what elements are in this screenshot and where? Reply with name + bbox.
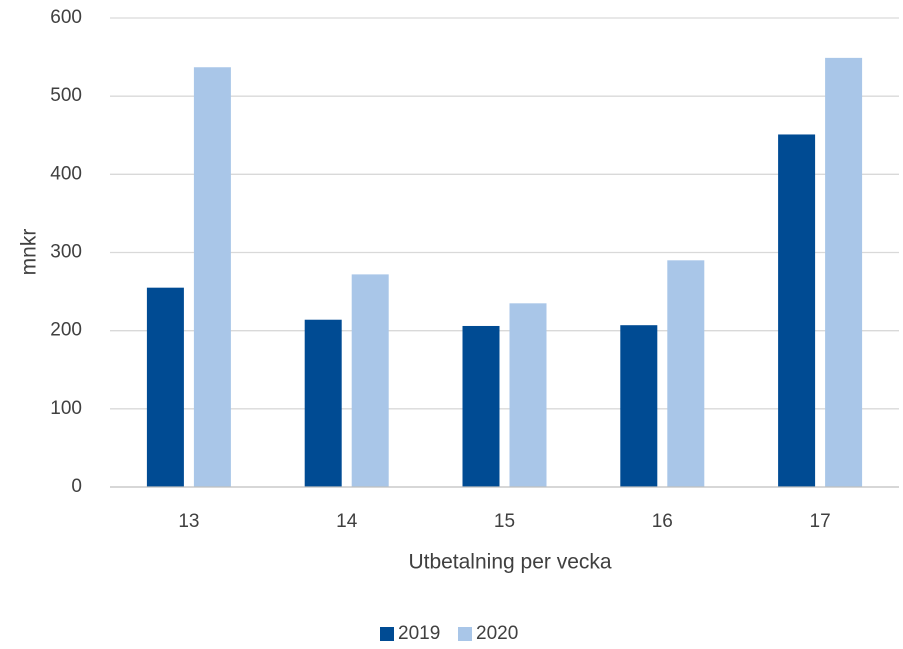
y-axis-title: mnkr: [18, 229, 41, 276]
x-tick-label: 14: [336, 511, 358, 532]
bar-2019-15: [462, 325, 500, 487]
legend: 2019 2020: [380, 623, 518, 644]
bar-2019-16: [620, 325, 658, 487]
bar-2020-13: [193, 67, 231, 488]
bar-2019-14: [304, 319, 342, 487]
bar-2020-16: [667, 260, 705, 487]
x-tick-label: 15: [494, 511, 515, 532]
y-tick-label: 600: [50, 7, 82, 28]
gridlines: [110, 17, 899, 410]
x-tick-label: 17: [810, 511, 831, 532]
y-tick-label: 300: [50, 242, 82, 263]
legend-label-2019: 2019: [398, 623, 440, 644]
legend-label-2020: 2020: [476, 623, 518, 644]
y-tick-label: 500: [50, 85, 82, 106]
bar-2020-17: [825, 57, 863, 488]
x-axis-ticks: 13 14 15 16 17: [178, 511, 830, 532]
x-axis-title: Utbetalning per vecka: [408, 551, 611, 574]
x-tick-label: 16: [652, 511, 673, 532]
bar-2020-14: [351, 274, 389, 487]
y-tick-label: 0: [71, 476, 82, 497]
y-tick-label: 100: [50, 398, 82, 419]
y-axis-ticks: 0 100 200 300 400 500 600: [50, 7, 82, 497]
bar-2020-15: [509, 303, 547, 487]
bar-2019-17: [778, 134, 816, 488]
y-tick-label: 400: [50, 163, 82, 184]
legend-swatch-2019: [380, 627, 394, 641]
y-tick-label: 200: [50, 320, 82, 341]
legend-swatch-2020: [458, 627, 472, 641]
x-tick-label: 13: [178, 511, 199, 532]
bars: [146, 57, 863, 488]
bar-2019-13: [146, 287, 184, 487]
